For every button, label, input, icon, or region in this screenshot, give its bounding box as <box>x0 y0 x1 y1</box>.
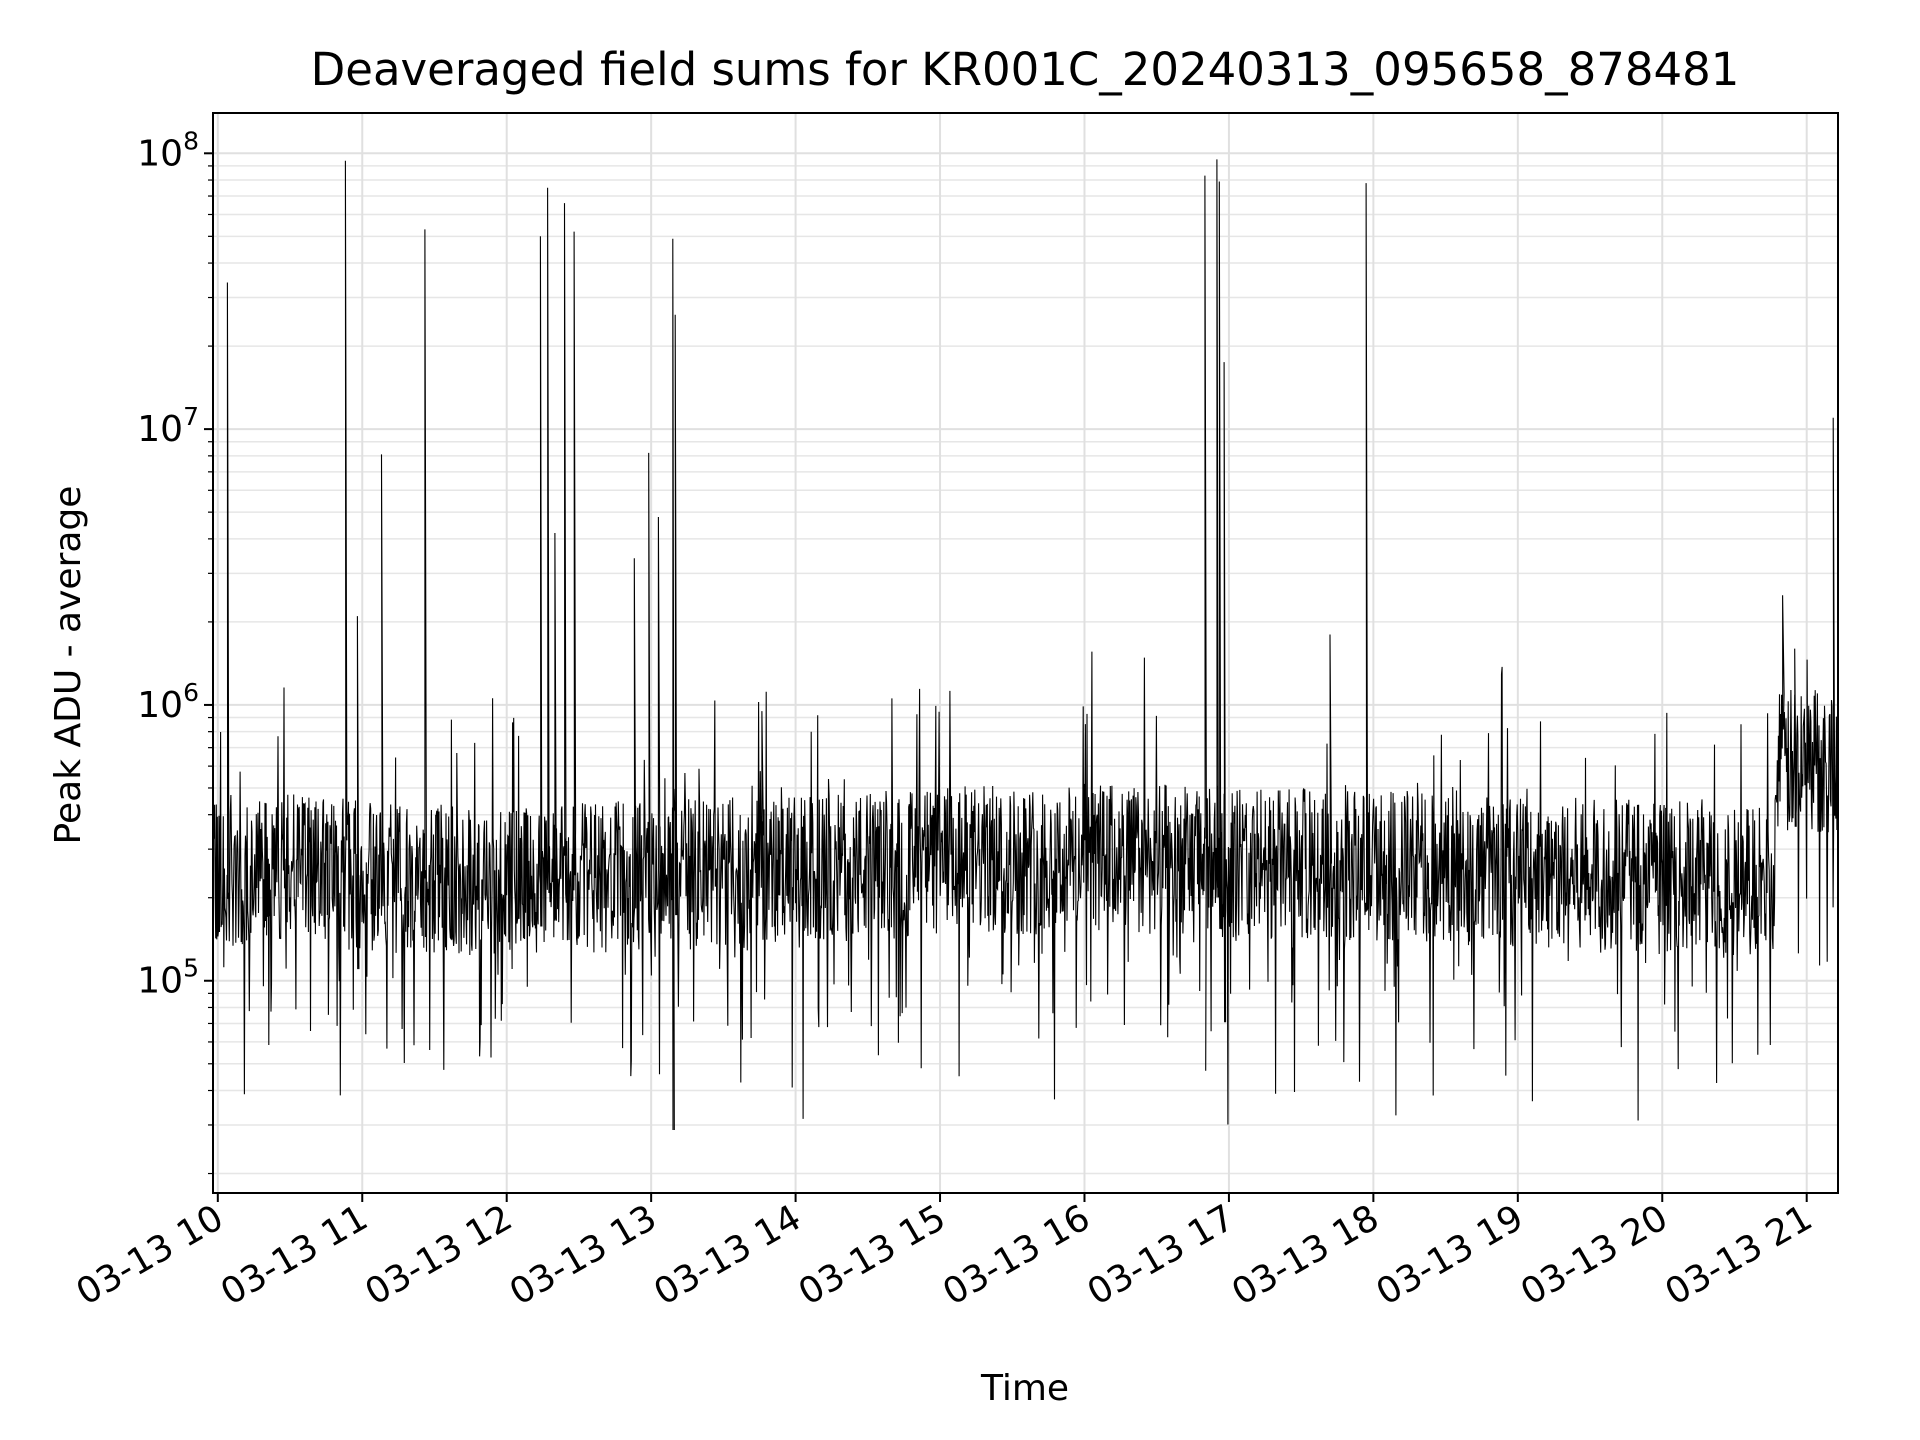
x-tick-label: 03-13 12 <box>359 1197 520 1313</box>
grid <box>213 113 1838 1193</box>
x-tick-label: 03-13 15 <box>792 1197 953 1313</box>
y-tick-label: 106 <box>137 678 199 726</box>
y-tick-label: 105 <box>137 954 199 1002</box>
x-tick-label: 03-13 20 <box>1514 1197 1675 1313</box>
x-axis-label: Time <box>980 1368 1069 1409</box>
x-tick-label: 03-13 18 <box>1225 1197 1386 1313</box>
x-tick-label: 03-13 21 <box>1659 1197 1820 1313</box>
plot-area <box>212 112 1839 1194</box>
x-tick-label: 03-13 17 <box>1081 1197 1242 1313</box>
x-tick-label: 03-13 10 <box>70 1197 231 1313</box>
chart-title: Deaveraged field sums for KR001C_2024031… <box>311 43 1740 96</box>
series-line <box>212 159 1839 1131</box>
series-trace <box>212 159 1839 1131</box>
x-tick-label: 03-13 13 <box>503 1197 664 1313</box>
y-axis-label: Peak ADU - average <box>48 486 89 845</box>
y-tick-label: 108 <box>137 126 199 174</box>
x-tick-label: 03-13 14 <box>647 1197 808 1313</box>
y-tick-label: 107 <box>137 402 199 450</box>
x-tick-label: 03-13 19 <box>1370 1197 1531 1313</box>
x-tick-label: 03-13 16 <box>936 1197 1097 1313</box>
x-tick-label: 03-13 11 <box>214 1197 375 1313</box>
